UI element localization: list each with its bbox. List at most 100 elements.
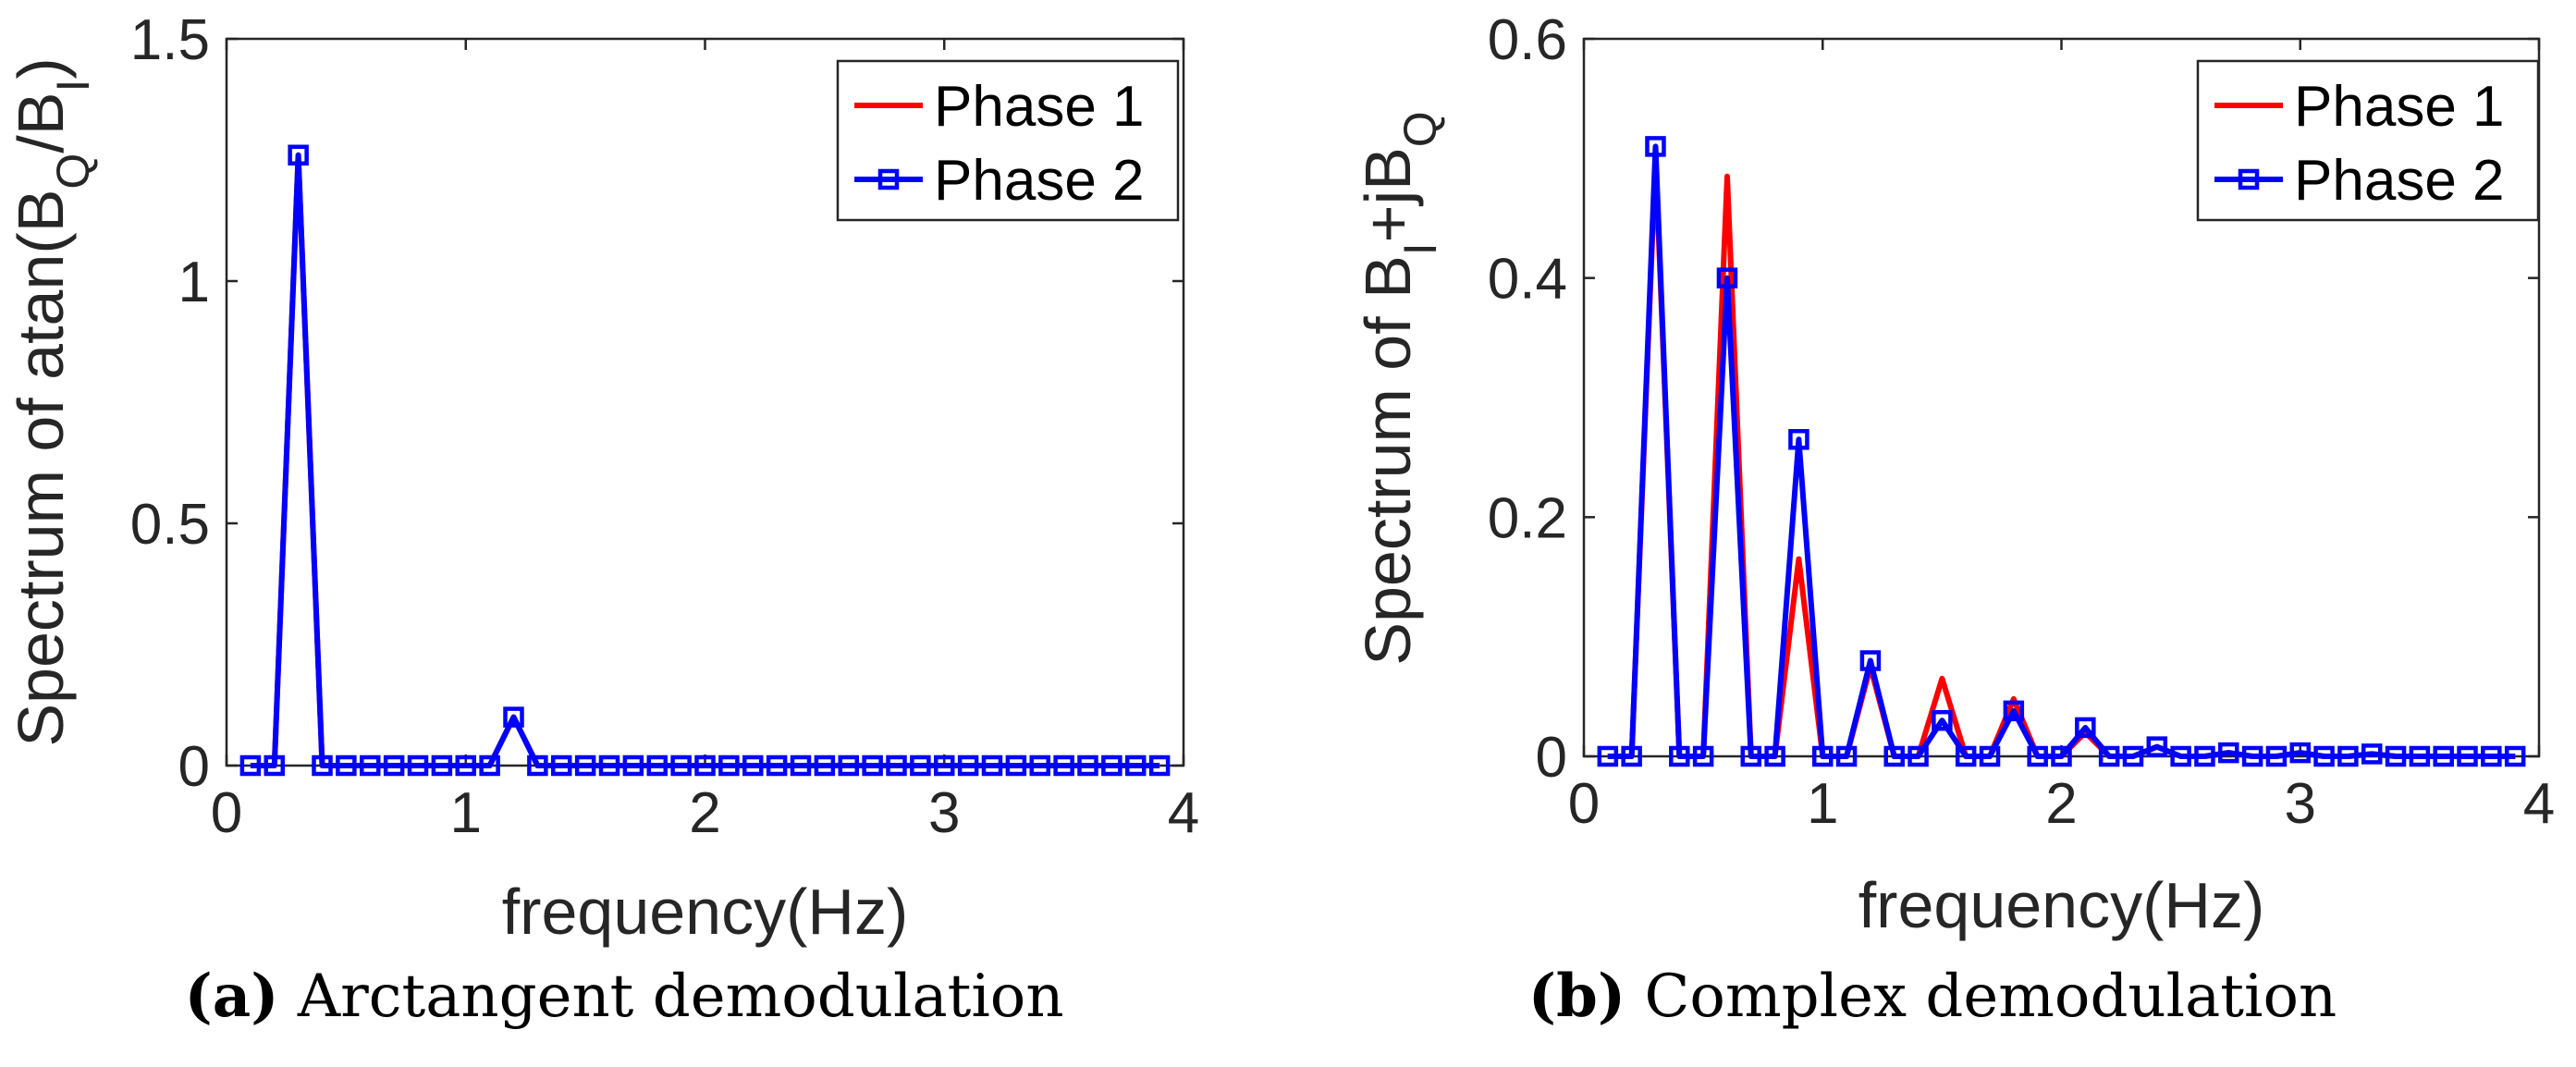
data-point-marker	[1740, 745, 1762, 767]
data-point-marker	[527, 754, 548, 777]
data-point-marker	[2122, 745, 2144, 767]
y-label-subscript: I	[47, 80, 99, 92]
data-point-marker	[312, 754, 333, 777]
y-label-part: Spectrum of B	[1352, 255, 1424, 666]
legend-label-2: Phase 2	[934, 149, 1145, 213]
data-point-marker	[886, 754, 907, 777]
data-point-marker	[598, 754, 620, 777]
data-point-marker	[2504, 745, 2526, 767]
x-axis-label: frequency(Hz)	[1858, 869, 2265, 941]
data-point-marker	[2241, 745, 2263, 767]
data-point-marker	[1029, 754, 1050, 777]
data-point-marker	[1955, 745, 1977, 767]
data-point-marker	[622, 754, 644, 777]
data-point-marker	[862, 754, 883, 777]
x-tick-label: 3	[928, 781, 960, 845]
x-tick-label: 4	[2523, 772, 2555, 836]
data-point-marker	[503, 706, 524, 728]
legend-label-1: Phase 1	[934, 75, 1145, 139]
y-label-part: /B	[5, 92, 77, 153]
data-point-marker	[1979, 745, 2001, 767]
x-tick-label: 0	[211, 781, 242, 845]
chart-panel-b: 0 1 2 3 4 0 0.2 0.4 0.6 frequency(Hz) Spectrum of …	[1352, 8, 2555, 941]
data-point-marker	[1125, 754, 1147, 777]
data-point-marker	[551, 754, 572, 777]
legend-box	[836, 59, 1180, 222]
legend-label-2: Phase 2	[2294, 149, 2505, 213]
x-axis-label: frequency(Hz)	[502, 876, 909, 948]
data-point-marker	[1764, 745, 1785, 767]
data-point-marker	[2146, 736, 2168, 757]
data-point-marker	[383, 754, 405, 777]
x-tick-label: 0	[1568, 772, 1600, 836]
data-point-marker	[336, 754, 357, 777]
data-point-marker	[1101, 754, 1122, 777]
data-point-marker	[1812, 745, 1834, 767]
legend-marker	[877, 168, 900, 190]
data-point-marker	[1907, 745, 1929, 767]
caption-a-text: Arctangent demodulation	[278, 963, 1064, 1031]
y-label-part: +jB	[1352, 147, 1424, 242]
caption-a: (a) Arctangent demodulation	[0, 962, 1248, 1045]
data-point-marker	[1788, 429, 1809, 450]
data-point-marker	[431, 754, 453, 777]
data-point-marker	[694, 754, 716, 777]
y-tick-label: 0	[1536, 726, 1567, 790]
legend-label-1: Phase 1	[2294, 75, 2505, 139]
y-tick-label: 0.2	[1488, 486, 1567, 550]
data-point-marker	[2265, 745, 2288, 767]
data-point-marker	[718, 754, 740, 777]
y-axis-label: Spectrum of BI+jBQ	[1352, 111, 1446, 665]
data-point-marker	[646, 754, 668, 777]
data-point-marker	[2481, 745, 2502, 767]
y-label-subscript: Q	[47, 153, 99, 190]
y-tick-label: 0.6	[1488, 8, 1567, 72]
y-label-subscript: I	[1394, 242, 1446, 255]
x-tick-label: 2	[2045, 772, 2077, 836]
data-point-marker	[1148, 754, 1171, 777]
x-tick-label: 1	[1807, 772, 1838, 836]
data-point-marker	[2218, 742, 2239, 764]
data-point-marker	[2051, 745, 2072, 767]
y-tick-label: 1.5	[130, 8, 210, 72]
data-point-marker	[2170, 745, 2191, 767]
data-point-marker	[981, 754, 1003, 777]
data-point-marker	[455, 754, 476, 777]
data-point-marker	[1005, 754, 1027, 777]
data-point-marker	[2313, 745, 2335, 767]
caption-b: (b) Complex demodulation	[1294, 962, 2570, 1045]
data-point-marker	[934, 754, 955, 777]
data-point-marker	[2194, 745, 2215, 767]
data-point-marker	[479, 754, 500, 777]
data-point-marker	[1835, 745, 1858, 767]
data-point-marker	[574, 754, 596, 777]
data-point-marker	[1645, 136, 1666, 157]
y-tick-label: 1	[178, 251, 210, 314]
caption-b-text: Complex demodulation	[1625, 963, 2337, 1031]
data-point-marker	[2003, 700, 2025, 722]
data-point-marker	[2337, 745, 2359, 767]
y-tick-label: 0.4	[1488, 248, 1567, 312]
y-tick-label: 0	[178, 735, 210, 799]
data-point-marker	[2433, 745, 2454, 767]
data-point-marker	[2385, 745, 2407, 767]
data-point-marker	[2027, 745, 2048, 767]
caption-a-label: (a)	[184, 962, 279, 1031]
data-point-marker	[2361, 743, 2383, 765]
legend-a: Phase 1 Phase 2	[836, 59, 1180, 222]
y-label-part: )	[5, 57, 77, 79]
data-point-marker	[2409, 745, 2431, 767]
caption-b-label: (b)	[1527, 962, 1626, 1031]
data-point-marker	[957, 754, 979, 777]
data-point-marker	[360, 754, 381, 777]
data-point-marker	[2457, 745, 2478, 767]
x-tick-label: 4	[1168, 781, 1199, 845]
data-point-marker	[670, 754, 692, 777]
data-point-marker	[910, 754, 931, 777]
data-point-marker	[2098, 745, 2120, 767]
x-tick-label: 2	[689, 781, 720, 845]
y-axis-label: Spectrum of atan(BQ/BI)	[5, 57, 99, 746]
data-point-marker	[2075, 717, 2096, 739]
data-point-marker	[1053, 754, 1074, 777]
